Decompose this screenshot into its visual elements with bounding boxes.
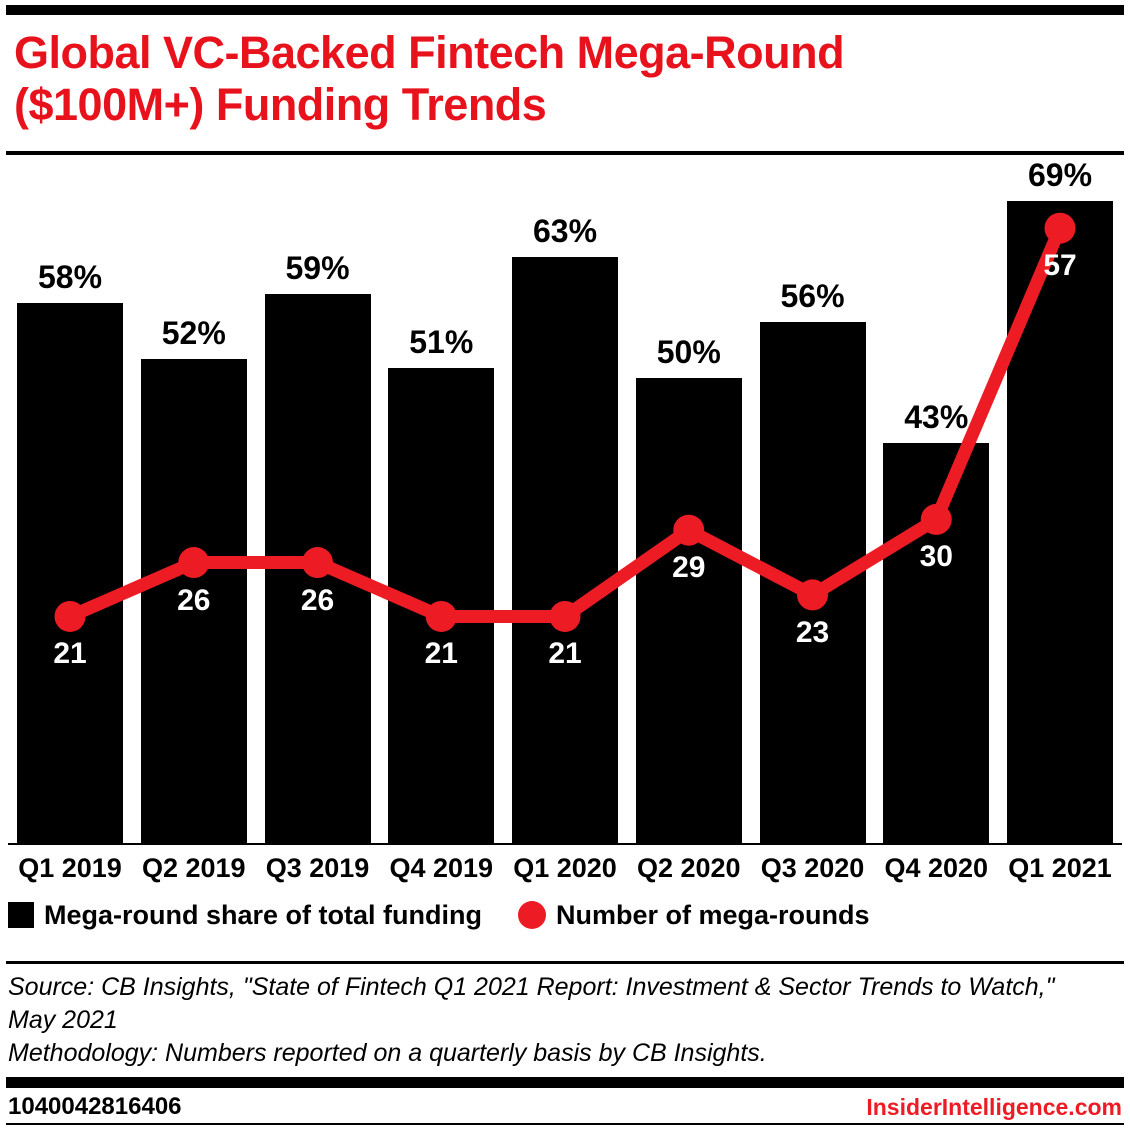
bar-value-label: 56% [780, 277, 845, 314]
top-accent-bar [6, 5, 1124, 15]
bar [512, 256, 618, 843]
bar [140, 358, 247, 843]
bottom-divider [6, 1123, 1124, 1125]
bar-value-label: 63% [532, 212, 598, 249]
notes-divider [6, 961, 1124, 964]
bar-value-label: 51% [409, 324, 474, 361]
line-point-icon [178, 547, 210, 579]
point-value-label: 26 [177, 583, 211, 617]
bar-value-label: 69% [1027, 156, 1093, 193]
x-axis-label: Q1 2019 [18, 853, 122, 883]
point-value-label: 29 [672, 551, 706, 585]
bar [635, 377, 742, 843]
methodology-note: Methodology: Numbers reported on a quart… [8, 1039, 767, 1067]
point-value-label: 57 [1043, 249, 1077, 283]
legend-label-bar-series: Mega-round share of total funding [44, 899, 482, 930]
point-value-label: 23 [795, 615, 830, 649]
source-note: Source: CB Insights, "State of Fintech Q… [8, 973, 1055, 1034]
notes: Source: CB Insights, "State of Fintech Q… [8, 971, 1104, 1070]
line-point-icon [797, 579, 828, 611]
chart-id: 1040042816406 [8, 1093, 182, 1120]
bar [17, 303, 123, 843]
legend: Mega-round share of total funding Number… [8, 899, 870, 931]
bar-value-label: 52% [161, 314, 226, 351]
page-title-line-2: ($100M+) Funding Trends [14, 79, 547, 130]
line-point-icon [1044, 212, 1076, 244]
line-point-icon [302, 547, 333, 579]
point-value-label: 21 [424, 637, 458, 671]
bar-value-label: 59% [285, 249, 350, 286]
page-title-line-1: Global VC-Backed Fintech Mega-Round [14, 27, 845, 78]
line-point-icon [673, 514, 705, 546]
x-axis-label: Q2 2020 [636, 853, 741, 883]
bar-series-swatch-icon [8, 902, 34, 928]
x-axis-label: Q2 2019 [141, 853, 246, 883]
legend-label-line-series: Number of mega-rounds [555, 899, 870, 930]
line-point-icon [54, 600, 86, 632]
point-value-label: 30 [919, 540, 953, 574]
bar-value-label: 43% [904, 398, 969, 435]
line-point-icon [920, 503, 952, 535]
line-point-icon [425, 600, 457, 632]
x-axis-label: Q3 2020 [760, 853, 865, 883]
brand-wordmark: InsiderIntelligence.com [866, 1094, 1122, 1120]
x-axis-label: Q4 2019 [389, 853, 494, 883]
x-axis-label: Q4 2020 [884, 853, 989, 883]
point-value-label: 21 [548, 637, 582, 671]
x-axis-labels: Q1 2019 Q2 2019 Q3 2019 Q4 2019 Q1 2020 Q2 20… [8, 853, 1122, 889]
title-divider [6, 151, 1124, 155]
x-axis-label: Q1 2021 [1008, 853, 1112, 883]
point-value-label: 26 [300, 583, 335, 617]
page-title: Global VC-Backed Fintech Mega-Round ($10… [14, 27, 1120, 131]
point-value-label: 21 [53, 637, 87, 671]
x-axis-label: Q3 2019 [265, 853, 370, 883]
line-series-swatch-icon [517, 901, 546, 929]
bar-value-label: 58% [37, 259, 103, 296]
chart-plot: 58% 52% 59% 51% 63% 50% 56% 43% 69% 21 26 26 21 21 29 2… [8, 157, 1122, 845]
line-point-icon [549, 600, 581, 632]
bar-value-label: 50% [656, 333, 721, 370]
trend-line [63, 221, 1067, 623]
trend-line-overlay [54, 212, 1076, 632]
footer-divider [6, 1077, 1124, 1088]
x-axis-label: Q1 2020 [513, 853, 617, 883]
